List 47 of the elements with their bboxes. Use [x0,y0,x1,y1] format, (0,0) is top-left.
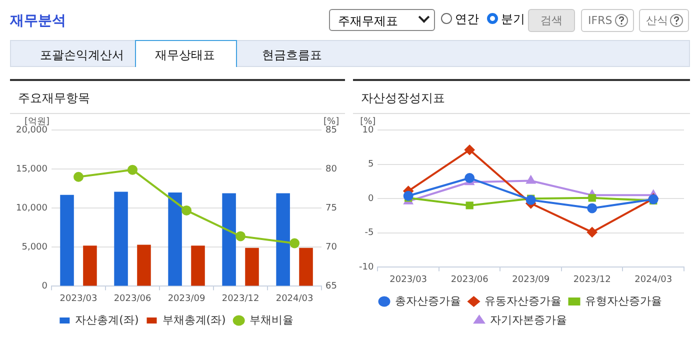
y-tick-label: -10 [358,262,374,273]
text: 현금흐름표 [262,47,322,64]
legend-label: 자산총계(좌) [75,313,139,326]
chart-title: 자산성장성지표 [361,90,445,107]
x-tick-label: 2023/12 [573,274,611,285]
text: 포괄손익계산서 [40,47,124,64]
y2-tick-label: 80 [326,164,338,174]
x-tick-label: 2023/09 [168,294,206,304]
y-tick-label: 15,000 [16,164,48,174]
x-tick-label: 2023/09 [512,274,550,285]
y2-tick-label: 75 [326,203,337,214]
legend-label: 유동자산증가율 [484,294,562,308]
y2-tick-label: 65 [326,282,337,292]
text: 분기 [501,11,525,28]
x-tick-label: 2023/03 [390,274,428,285]
legend-label: 자기자본증가율 [490,313,567,326]
y-tick-label: 5 [368,160,374,170]
legend-label: 총자산증가율 [394,294,461,308]
text: 검색 [528,9,575,32]
text: 주재무제표 [329,9,435,31]
y-axis-title: [억원] [24,116,50,127]
x-tick-label: 2023/06 [114,294,152,304]
y-tick-label: 0 [42,282,48,292]
legend-label: 부채비율 [249,313,294,326]
y-tick-label: 0 [368,194,374,204]
text: 연간 [455,11,479,28]
y-tick-label: 5,000 [22,242,48,252]
x-tick-label: 2023/12 [222,294,260,304]
y-tick-label: 10,000 [16,203,48,214]
x-tick-label: 2023/03 [60,294,98,304]
y2-tick-label: 70 [326,242,338,252]
x-tick-label: 2024/03 [634,274,672,285]
y-tick-label: 20,000 [16,125,48,136]
text: 재무분석 [10,12,66,30]
x-tick-label: 2023/06 [450,274,489,285]
y-tick-label: -5 [364,228,374,238]
y-axis-title: [%] [360,116,376,127]
text: 산식 [639,9,689,32]
y2-tick-label: 85 [326,125,337,136]
text: IFRS [581,9,634,32]
x-tick-label: 2024/03 [276,294,314,304]
text: 재무상태표 [155,47,215,64]
legend-label: 부채총계(좌) [162,313,226,326]
chart-title: 주요재무항목 [18,90,90,107]
legend-label: 유형자산증가율 [584,294,662,308]
y-tick-label: 10 [362,125,374,136]
y2-axis-title: [%] [324,116,340,127]
